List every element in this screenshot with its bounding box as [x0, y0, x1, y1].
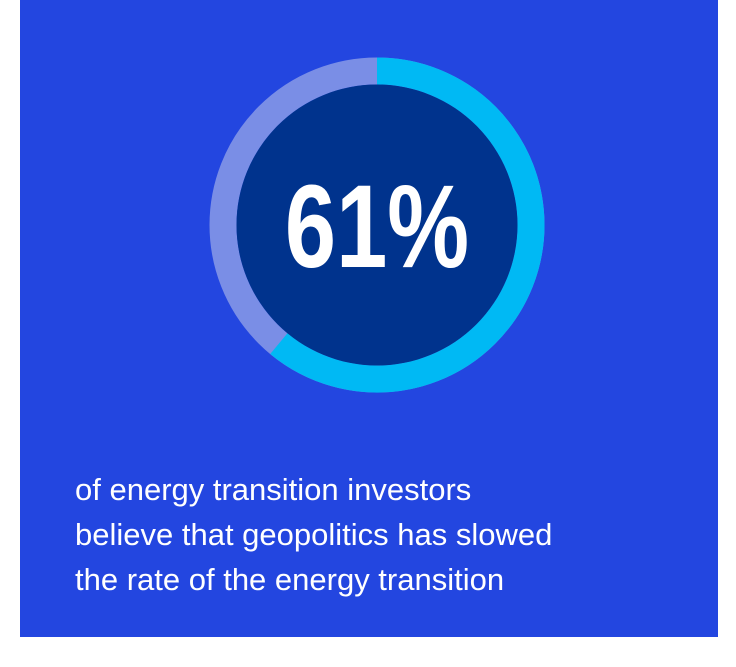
caption-line: believe that geopolitics has slowed	[75, 517, 552, 552]
donut-center	[236, 84, 518, 366]
donut	[209, 57, 545, 393]
donut-segment	[270, 57, 545, 393]
caption-line: the rate of the energy transition	[75, 562, 504, 597]
caption-line: of energy transition investors	[75, 472, 471, 507]
value-label: 61%	[285, 161, 469, 293]
